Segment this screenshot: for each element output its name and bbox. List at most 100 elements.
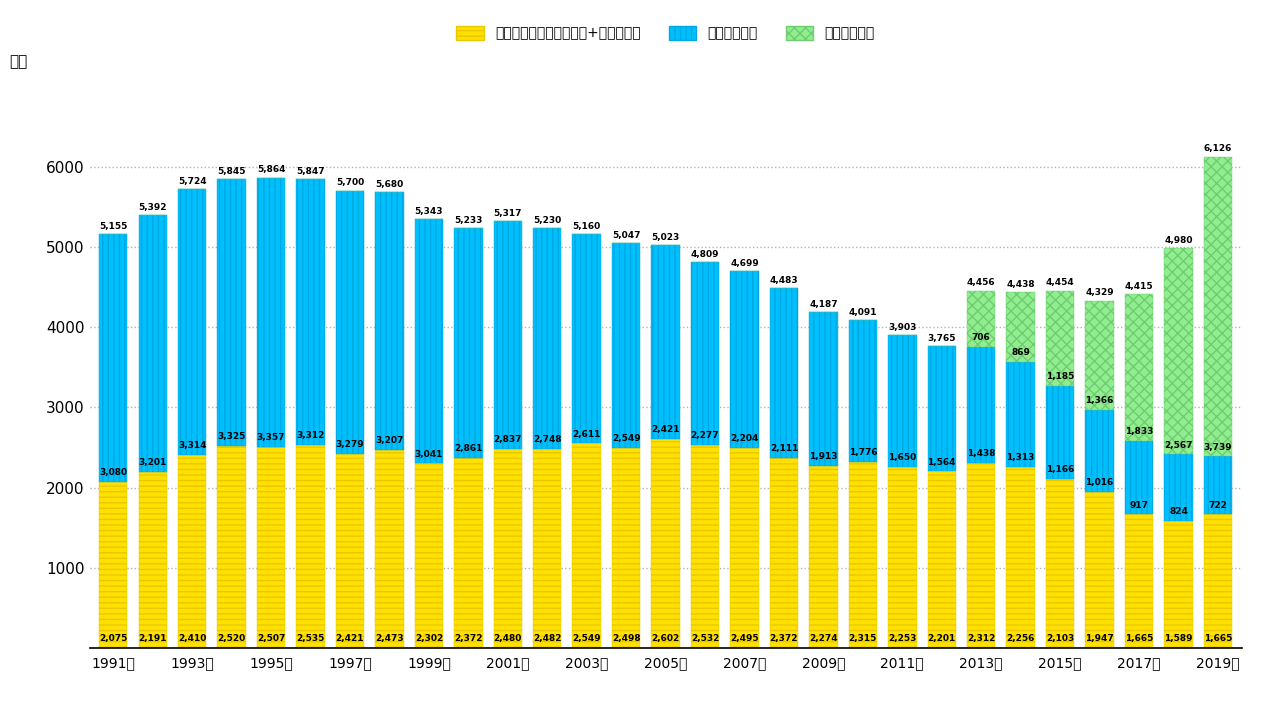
Text: 824: 824 bbox=[1169, 507, 1188, 516]
Bar bbox=[454, 458, 483, 648]
Bar bbox=[1046, 386, 1074, 480]
Text: 2,837: 2,837 bbox=[494, 435, 522, 444]
Text: 1,589: 1,589 bbox=[1165, 634, 1193, 643]
Bar bbox=[572, 234, 600, 444]
Text: 1,438: 1,438 bbox=[966, 449, 996, 458]
Bar bbox=[928, 346, 956, 472]
Text: 1,313: 1,313 bbox=[1006, 453, 1034, 462]
Text: 5,047: 5,047 bbox=[612, 231, 640, 240]
Text: 1,016: 1,016 bbox=[1085, 478, 1114, 487]
Bar bbox=[731, 448, 759, 648]
Bar bbox=[532, 228, 562, 449]
Text: 1,650: 1,650 bbox=[888, 454, 916, 462]
Bar bbox=[731, 271, 759, 448]
Text: 1,185: 1,185 bbox=[1046, 372, 1074, 381]
Text: 917: 917 bbox=[1129, 500, 1148, 510]
Bar bbox=[769, 288, 799, 458]
Text: 2,495: 2,495 bbox=[730, 634, 759, 643]
Bar bbox=[335, 191, 365, 454]
Text: 2,302: 2,302 bbox=[415, 634, 443, 643]
Bar bbox=[809, 466, 837, 648]
Bar bbox=[532, 449, 562, 648]
Text: 3,357: 3,357 bbox=[257, 433, 285, 442]
Bar bbox=[572, 444, 600, 648]
Text: 1,947: 1,947 bbox=[1085, 634, 1114, 643]
Bar bbox=[966, 347, 996, 462]
Text: 1,776: 1,776 bbox=[849, 449, 877, 457]
Text: 3,279: 3,279 bbox=[335, 440, 365, 449]
Text: 2,372: 2,372 bbox=[769, 634, 799, 643]
Text: 2,103: 2,103 bbox=[1046, 634, 1074, 643]
Bar bbox=[809, 312, 837, 466]
Text: 3,312: 3,312 bbox=[297, 431, 325, 440]
Text: 4,438: 4,438 bbox=[1006, 280, 1036, 289]
Text: 3,325: 3,325 bbox=[218, 432, 246, 441]
Text: 億円: 億円 bbox=[9, 55, 27, 70]
Bar bbox=[928, 472, 956, 648]
Bar bbox=[1046, 291, 1074, 386]
Text: 1,366: 1,366 bbox=[1085, 397, 1114, 405]
Text: 2,256: 2,256 bbox=[1006, 634, 1034, 643]
Text: 2,111: 2,111 bbox=[769, 444, 799, 453]
Text: 1,913: 1,913 bbox=[809, 451, 837, 461]
Text: 4,980: 4,980 bbox=[1165, 236, 1193, 246]
Text: 6,126: 6,126 bbox=[1203, 144, 1233, 153]
Bar bbox=[1125, 514, 1153, 648]
Text: 5,233: 5,233 bbox=[454, 216, 483, 225]
Bar bbox=[966, 290, 996, 347]
Bar bbox=[691, 262, 719, 445]
Bar bbox=[99, 482, 128, 648]
Text: 5,680: 5,680 bbox=[375, 180, 403, 189]
Text: 5,864: 5,864 bbox=[257, 166, 285, 174]
Text: 2,748: 2,748 bbox=[532, 435, 562, 444]
Bar bbox=[691, 445, 719, 648]
Text: 4,483: 4,483 bbox=[769, 276, 799, 285]
Bar bbox=[138, 215, 166, 472]
Text: 5,160: 5,160 bbox=[572, 222, 600, 231]
Bar bbox=[99, 235, 128, 482]
Text: 3,041: 3,041 bbox=[415, 449, 443, 459]
Bar bbox=[415, 463, 443, 648]
Legend: 紙コミックス（書籍扱い+雑誌扱い）, 紙コミック誌, 電子コミック: 紙コミックス（書籍扱い+雑誌扱い）, 紙コミック誌, 電子コミック bbox=[451, 20, 881, 46]
Text: 4,454: 4,454 bbox=[1046, 279, 1074, 287]
Text: 4,187: 4,187 bbox=[809, 300, 837, 309]
Text: 2,549: 2,549 bbox=[572, 634, 602, 643]
Text: 5,023: 5,023 bbox=[652, 233, 680, 242]
Text: 1,564: 1,564 bbox=[928, 458, 956, 467]
Text: 4,809: 4,809 bbox=[691, 250, 719, 259]
Text: 4,699: 4,699 bbox=[730, 258, 759, 268]
Text: 3,314: 3,314 bbox=[178, 441, 206, 450]
Bar bbox=[1203, 156, 1233, 456]
Text: 2,611: 2,611 bbox=[572, 430, 600, 438]
Text: 706: 706 bbox=[972, 333, 991, 342]
Text: 2,253: 2,253 bbox=[888, 634, 916, 643]
Text: 2,191: 2,191 bbox=[138, 634, 166, 643]
Bar bbox=[1125, 294, 1153, 441]
Text: 2,602: 2,602 bbox=[652, 634, 680, 643]
Bar bbox=[1203, 456, 1233, 514]
Text: 3,201: 3,201 bbox=[138, 459, 166, 467]
Text: 2,274: 2,274 bbox=[809, 634, 837, 643]
Bar bbox=[612, 448, 640, 648]
Text: 1,166: 1,166 bbox=[1046, 465, 1074, 474]
Bar bbox=[494, 449, 522, 648]
Bar bbox=[1085, 492, 1114, 648]
Bar bbox=[888, 467, 916, 648]
Text: 2,075: 2,075 bbox=[99, 634, 128, 643]
Bar bbox=[218, 179, 246, 446]
Text: 2,421: 2,421 bbox=[335, 634, 365, 643]
Text: 1,833: 1,833 bbox=[1125, 427, 1153, 436]
Bar bbox=[297, 179, 325, 445]
Text: 2,567: 2,567 bbox=[1165, 441, 1193, 449]
Text: 3,080: 3,080 bbox=[100, 468, 127, 477]
Text: 2,421: 2,421 bbox=[652, 426, 680, 434]
Bar bbox=[375, 192, 403, 449]
Text: 869: 869 bbox=[1011, 348, 1030, 357]
Bar bbox=[612, 243, 640, 448]
Bar bbox=[257, 178, 285, 447]
Text: 5,392: 5,392 bbox=[138, 203, 166, 212]
Text: 1,665: 1,665 bbox=[1203, 634, 1233, 643]
Bar bbox=[375, 449, 403, 648]
Bar bbox=[178, 189, 206, 454]
Text: 3,739: 3,739 bbox=[1203, 443, 1233, 451]
